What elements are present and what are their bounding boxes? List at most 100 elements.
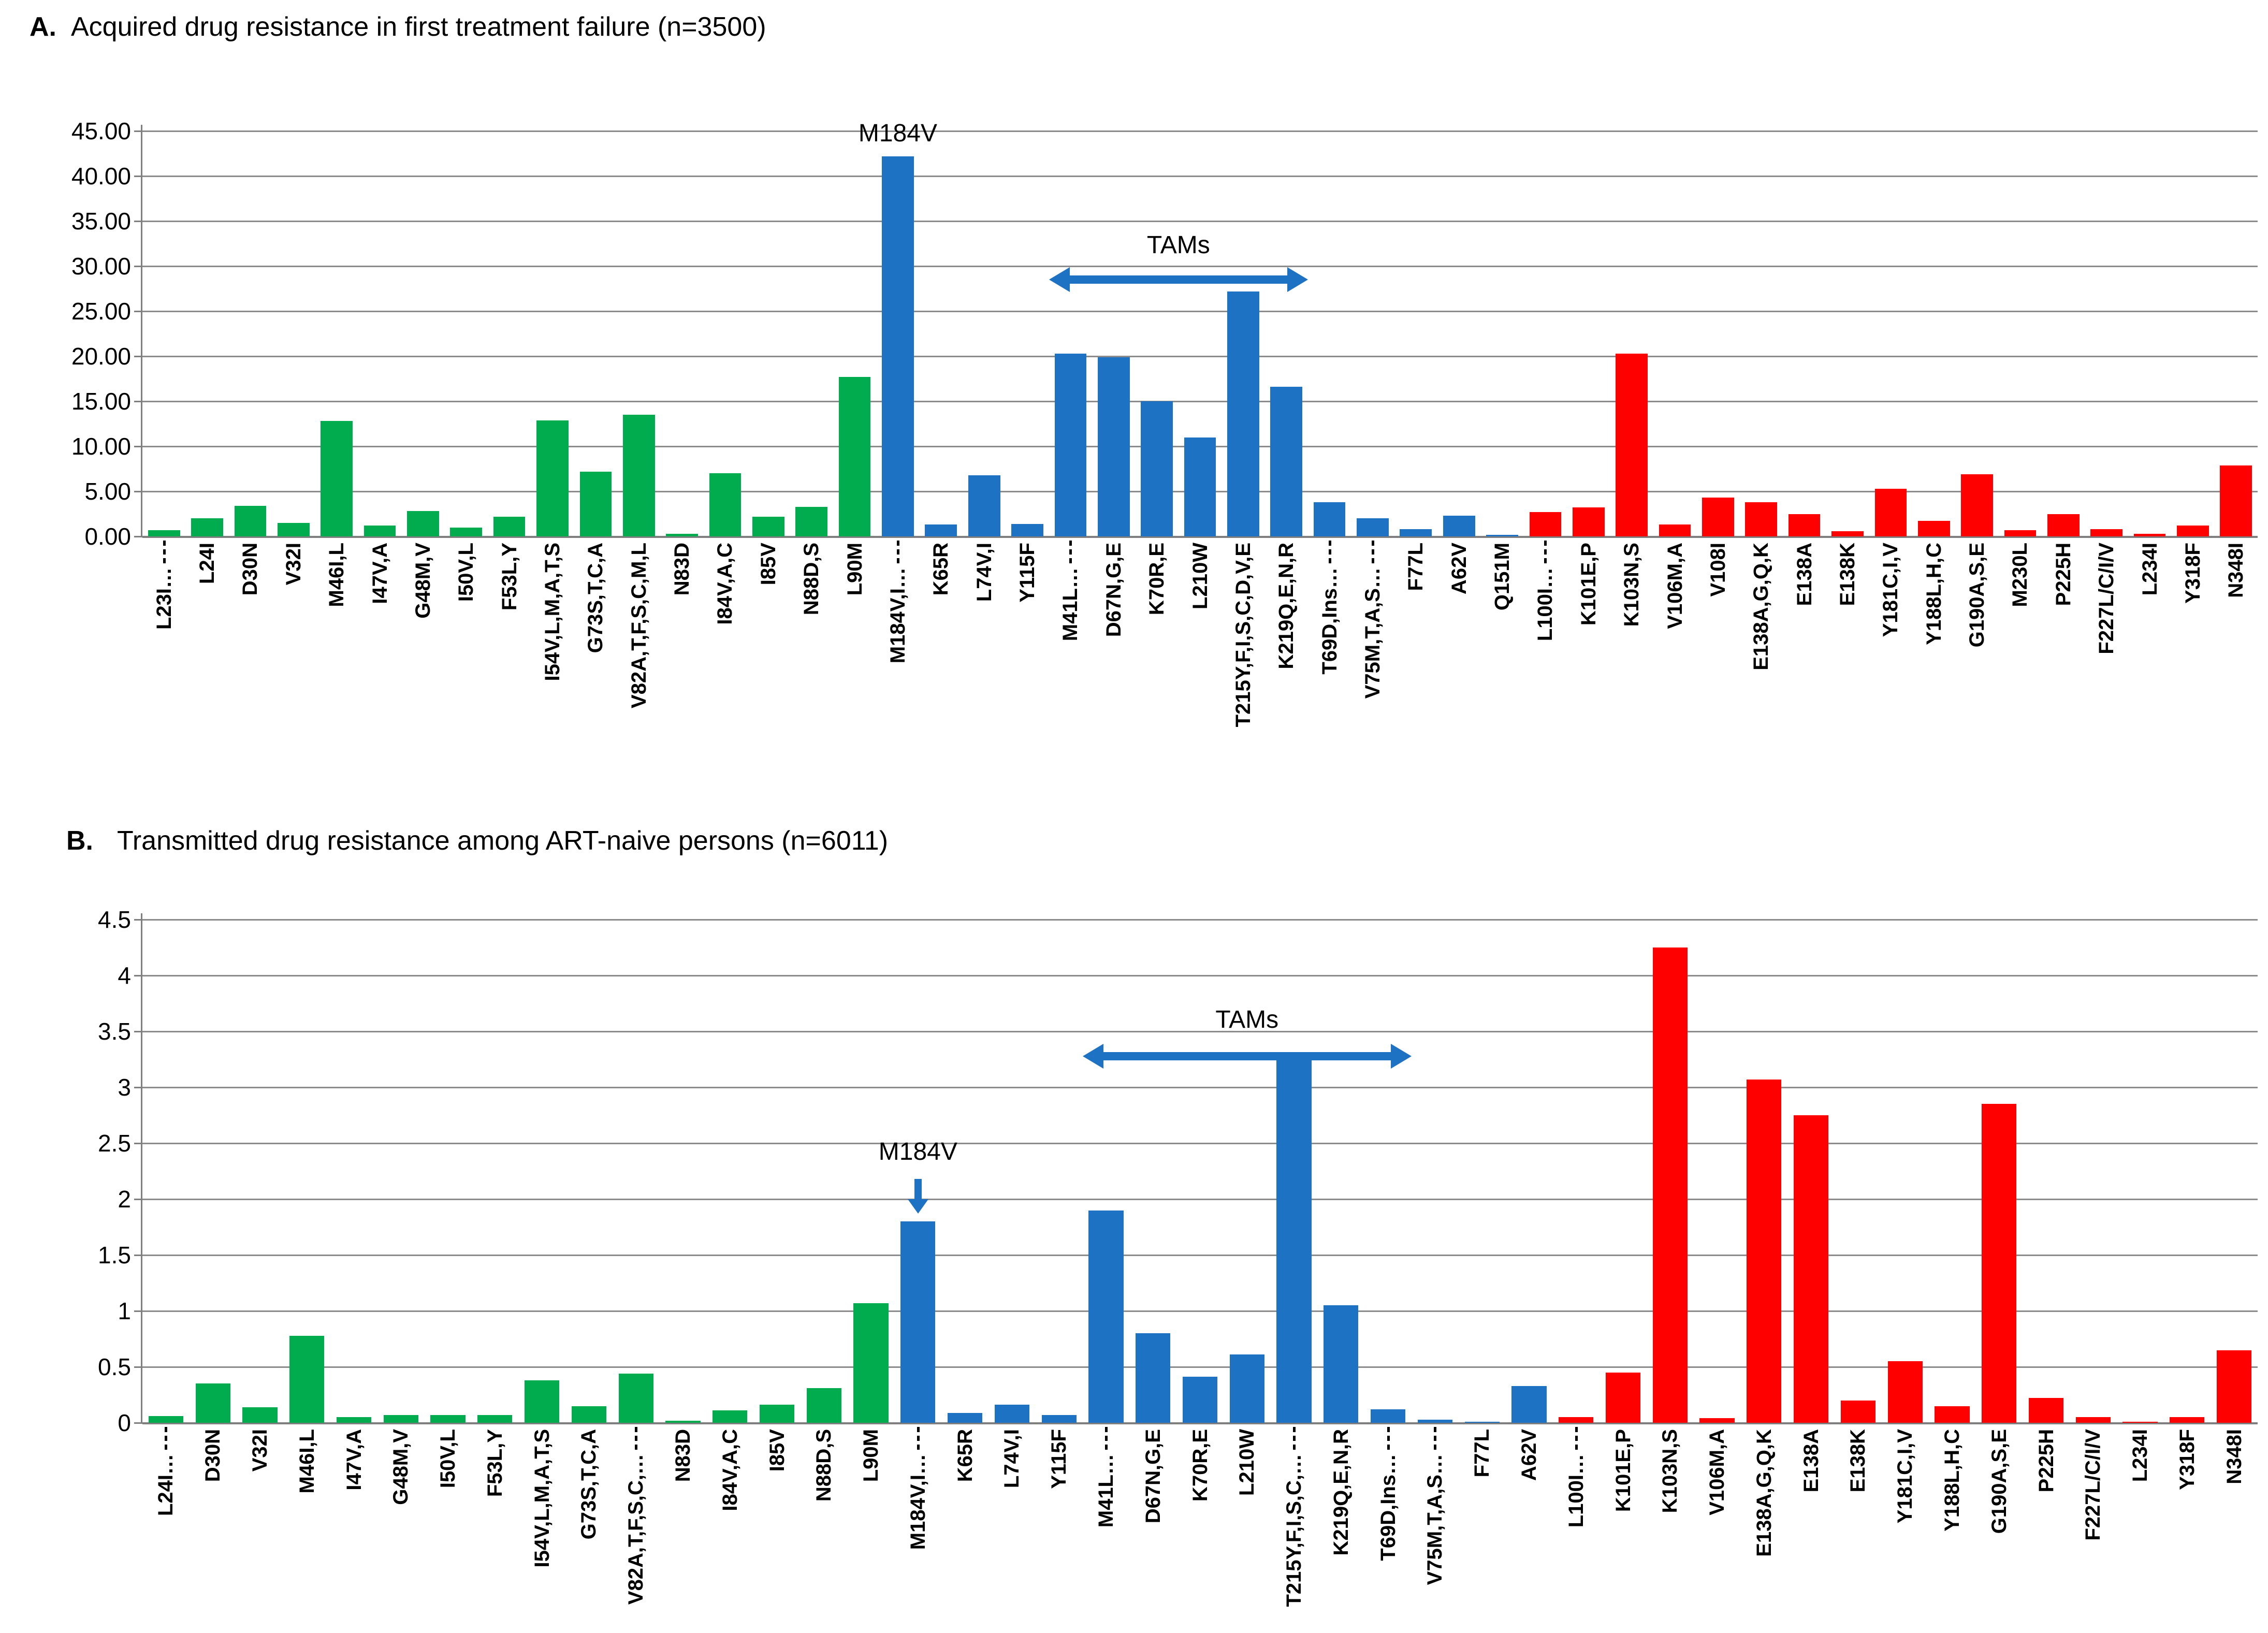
x-label-leader-line [1575, 1427, 1578, 1450]
bar-T69D,Ins… [1313, 502, 1346, 536]
bar-K103N,S [1652, 947, 1688, 1423]
bar-M41L… [1054, 353, 1087, 536]
bar-L74V,I [994, 1405, 1029, 1423]
bar-Y181C,I,V [1887, 1361, 1923, 1423]
y-tick-label: 35.00 [71, 208, 131, 235]
y-tick-mark [134, 265, 142, 267]
bar-E138A [1788, 514, 1821, 536]
y-tick-label: 3.5 [98, 1018, 131, 1045]
x-tick-label-text: K101E,P [1611, 1429, 1635, 1512]
y-tick-mark [134, 490, 142, 492]
x-label-leader-line [1434, 1427, 1437, 1450]
bar-G48M,V [407, 511, 439, 536]
x-tick-label-text: N83D [671, 1429, 694, 1482]
gridline [142, 918, 2258, 921]
bar-V32I [277, 522, 310, 536]
gridline [142, 220, 2258, 222]
x-label-leader-line [165, 1427, 168, 1450]
y-tick-mark [134, 918, 142, 921]
x-tick-label-text: E138K [1847, 1429, 1870, 1493]
gridline [142, 355, 2258, 357]
bar-L100I… [1529, 512, 1562, 536]
bar-P225H [2047, 514, 2080, 536]
bar-N88D,S [795, 506, 828, 536]
bar-I47V,A [364, 526, 396, 536]
bar-N83D [665, 1420, 701, 1423]
x-tick-label-text: M46I,L [295, 1429, 318, 1494]
bar-V106M,A [1699, 1418, 1735, 1423]
y-tick-mark [134, 1086, 142, 1088]
bar-I84V,A,C [713, 1410, 748, 1423]
gridline [142, 1030, 2258, 1032]
y-tick-mark [134, 310, 142, 312]
y-tick-mark [134, 1422, 142, 1424]
gridline [142, 1142, 2258, 1144]
bar-L100I… [1559, 1417, 1594, 1423]
bar-N348I [2217, 1350, 2252, 1423]
y-tick-mark [134, 1254, 142, 1256]
bar-G73S,T,C,A [571, 1406, 606, 1423]
bar-F53L,Y [477, 1415, 513, 1423]
x-label-leader-line [1104, 1427, 1108, 1450]
x-label-leader-line [1069, 541, 1072, 563]
bar-G190A,S,E [1961, 474, 1993, 536]
bar-M184V,I… [882, 156, 914, 536]
y-tick-label: 1.5 [98, 1242, 131, 1269]
y-tick-label: 2 [118, 1186, 131, 1213]
chart-b-title-prefix: B. [66, 826, 93, 856]
bar-L210W [1184, 437, 1216, 536]
x-label-leader-line [896, 541, 899, 563]
bar-L90M [853, 1303, 889, 1423]
bar-G73S,T,C,A [579, 471, 612, 536]
x-tick-label-text: D30N [201, 1429, 225, 1482]
x-tick-label-text: V82A,T,F,S,C,… [624, 1454, 648, 1605]
gridline [142, 1086, 2258, 1088]
bar-K70R,E [1182, 1377, 1218, 1423]
y-tick-mark [134, 355, 142, 357]
bar-K65R [925, 524, 957, 536]
y-tick-label: 20.00 [71, 343, 131, 370]
x-tick-label-text: I85V [765, 1429, 789, 1472]
bar-F227L/C/I/V [2075, 1417, 2111, 1423]
x-label-leader-line [1293, 1427, 1296, 1450]
x-tick-label-text: T215Y,F,I,S,C,… [1283, 1454, 1306, 1607]
bar-Y181C,I,V [1874, 488, 1907, 536]
y-tick-label: 5.00 [84, 478, 131, 505]
bar-K219Q,E,N,R [1270, 387, 1303, 536]
chart-a-title-prefix: A. [30, 12, 56, 42]
bar-K70R,E [1141, 401, 1173, 536]
x-tick-label-text: E138A,G,Q,K [1752, 1429, 1776, 1557]
y-tick-label: 30.00 [71, 253, 131, 280]
y-tick-label: 4 [118, 962, 131, 989]
y-tick-label: 0 [118, 1409, 131, 1436]
y-tick-label: 1 [118, 1297, 131, 1324]
x-axis-line [142, 535, 2258, 538]
bar-V32I [242, 1407, 278, 1423]
x-tick-label-text: V106M,A [1706, 1429, 1729, 1515]
x-tick-label-text: Y318F [2175, 1429, 2199, 1490]
x-tick-label-text: V32I [248, 1429, 271, 1472]
bar-N348I [2220, 465, 2252, 536]
bar-E138A [1794, 1115, 1829, 1423]
x-label-leader-line [1328, 541, 1331, 563]
y-tick-mark [134, 220, 142, 222]
x-tick-label-text: N88D,S [812, 1429, 836, 1502]
x-label-leader-line [1371, 541, 1374, 563]
bar-E138K [1840, 1400, 1876, 1423]
bar-L24I [191, 518, 223, 536]
y-axis-line [141, 125, 142, 536]
bar-V108I [1702, 498, 1734, 536]
bar-T215Y,F,I,S,C,D,V,E [1227, 291, 1259, 536]
x-label-leader-line [1544, 541, 1547, 563]
bar-K219Q,E,N,R [1324, 1305, 1359, 1423]
bar-N83D [666, 533, 698, 536]
y-tick-label: 25.00 [71, 298, 131, 325]
y-tick-mark [134, 535, 142, 537]
gridline [142, 974, 2258, 976]
x-tick-label: K65R [953, 1429, 1006, 1482]
x-tick-label-text: L234I [2129, 1429, 2152, 1482]
x-tick-label: L90M [859, 1429, 912, 1482]
x-axis-line [142, 1422, 2258, 1424]
